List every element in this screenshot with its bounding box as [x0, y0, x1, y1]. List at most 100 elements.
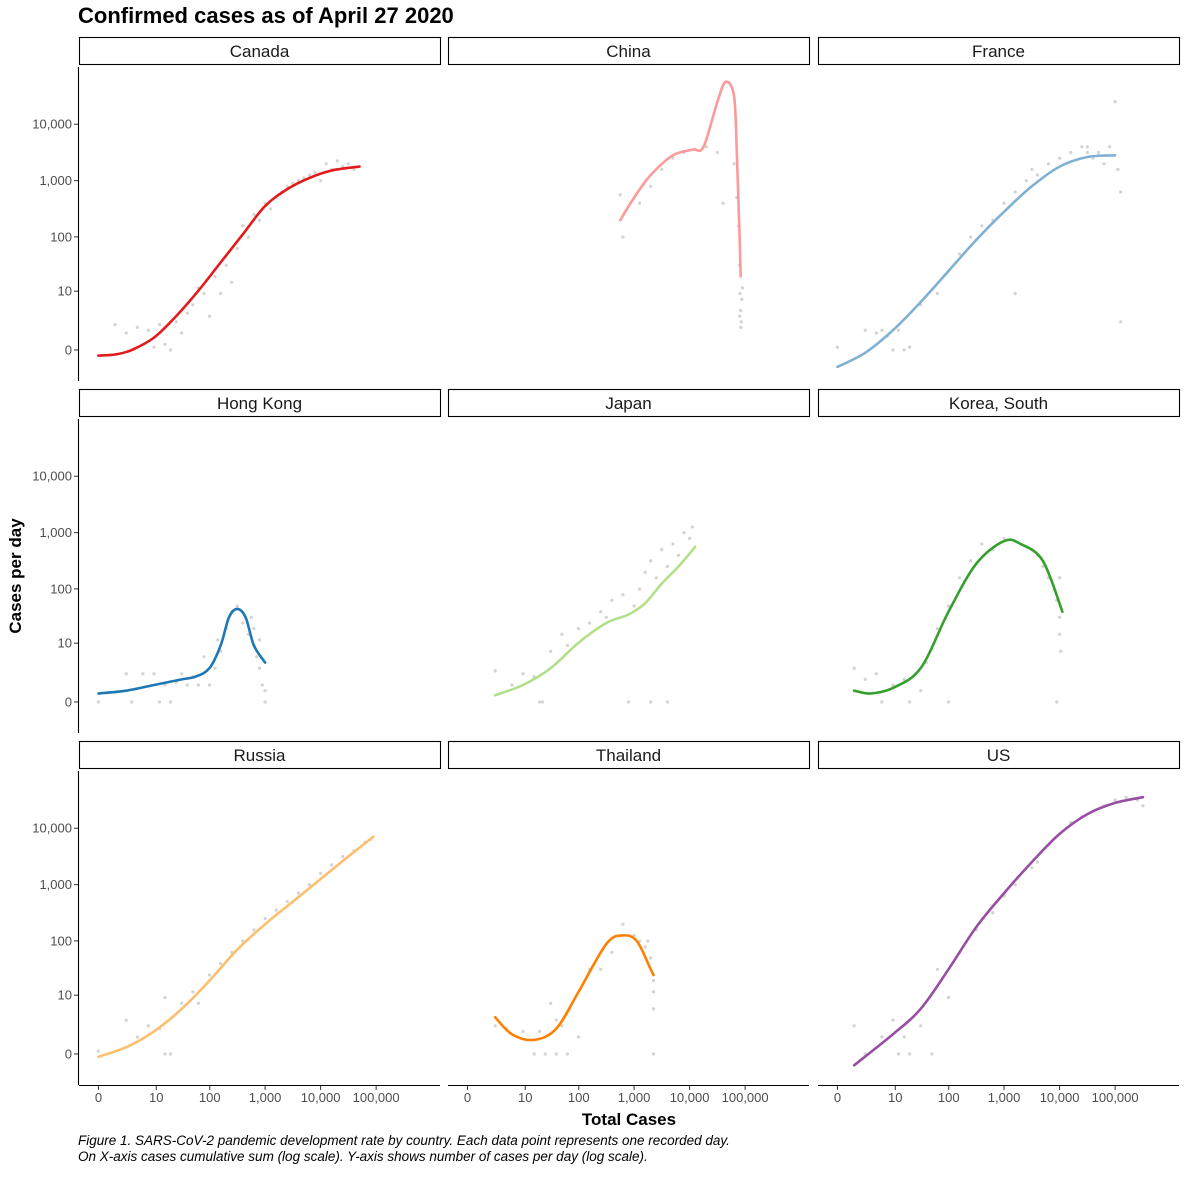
data-point-canada-17 [224, 263, 228, 267]
panel-us: US 0 10 100 1,000 10,000 100,000 [817, 740, 1181, 1105]
strip-label-japan: Japan [605, 394, 651, 413]
data-point-korea-south-1 [863, 677, 867, 682]
data-point-korea-south-10 [935, 627, 940, 631]
smooth-line-france [836, 154, 1117, 369]
data-point-us-15 [1030, 866, 1034, 870]
data-point-france-17 [1002, 201, 1006, 205]
data-point-hong-kong-3 [141, 672, 145, 676]
data-point-canada-6 [163, 342, 167, 346]
data-point-russia-17 [285, 900, 289, 904]
data-point-thailand-16 [643, 945, 647, 949]
data-point-thailand-11 [599, 967, 603, 971]
data-point-hong-kong-5 [157, 700, 162, 704]
data-point-china-19 [740, 286, 745, 290]
data-point-thailand-13 [621, 922, 625, 926]
data-point-hong-kong-9 [180, 672, 184, 676]
data-point-canada-16 [219, 291, 223, 296]
data-point-russia-20 [319, 871, 323, 876]
caption-line-2: On X-axis cases cumulative sum (log scal… [78, 1149, 648, 1164]
data-point-hong-kong-25 [255, 655, 259, 659]
y-axis-title: Cases per day [6, 518, 25, 634]
x-tick-label: 100 [199, 1090, 221, 1105]
data-point-canada-22 [252, 212, 256, 217]
data-point-france-34 [1119, 320, 1123, 324]
data-point-france-3 [880, 328, 884, 332]
data-point-china-18 [740, 297, 744, 301]
data-point-japan-1 [510, 683, 514, 687]
data-point-thailand-19 [651, 990, 656, 994]
x-tick-label: 100 [568, 1090, 590, 1105]
smooth-line-thailand [493, 934, 655, 1042]
strip-japan [447, 388, 811, 418]
data-point-china-16 [739, 308, 743, 313]
data-point-japan-20 [665, 564, 670, 569]
smooth-line-china [618, 80, 742, 278]
panel-russia: Russia 0 10 100 1,000 10,000 0 10 100 1,000 10,000… [32, 740, 442, 1105]
smooth-line-russia [97, 835, 375, 1059]
data-point-canada-18 [230, 280, 234, 284]
data-point-china-9 [715, 150, 720, 155]
data-point-hong-kong-7 [169, 700, 173, 704]
y-tick-label: 1,000 [39, 525, 72, 540]
data-point-japan-14 [632, 604, 636, 608]
data-point-japan-25 [690, 525, 695, 529]
strip-china [447, 36, 811, 66]
data-point-japan-10 [599, 610, 603, 614]
x-tick-label: 100,000 [1092, 1090, 1139, 1105]
data-point-canada-0 [113, 323, 117, 327]
data-point-us-22 [1113, 798, 1117, 802]
points-us [852, 795, 1145, 1056]
data-point-hong-kong-27 [260, 683, 264, 687]
data-point-canada-20 [241, 224, 245, 228]
strip-label-canada: Canada [230, 42, 290, 61]
panel-china: China [447, 36, 811, 329]
data-point-thailand-17 [649, 956, 653, 960]
points-france [835, 100, 1123, 352]
data-point-us-25 [1141, 804, 1145, 808]
y-tick-label: 10,000 [32, 821, 72, 836]
data-point-canada-13 [202, 291, 206, 296]
data-point-korea-south-30 [1058, 576, 1062, 580]
data-point-japan-26 [626, 700, 631, 704]
data-point-france-33 [1119, 190, 1123, 194]
data-point-france-20 [1030, 167, 1034, 171]
data-point-china-10 [721, 201, 725, 205]
data-point-thailand-8 [565, 1052, 570, 1056]
points-china [618, 145, 745, 329]
data-point-hong-kong-2 [130, 700, 134, 704]
data-point-korea-south-0 [852, 666, 856, 670]
data-point-korea-south-13 [969, 559, 973, 563]
data-point-japan-21 [671, 542, 675, 546]
panel-thailand: Thailand 0 10 100 1,000 10,000 100,000 [447, 740, 811, 1105]
data-point-hong-kong-16 [216, 638, 220, 642]
y-tick-label: 1,000 [39, 877, 72, 892]
data-point-us-9 [946, 995, 951, 1000]
data-point-france-36 [1085, 145, 1089, 149]
data-point-canada-35 [324, 162, 328, 166]
data-point-us-26 [930, 1052, 934, 1056]
y-tick-label: 0 [65, 694, 72, 709]
y-tick-label: 10,000 [32, 117, 72, 132]
data-point-russia-11 [219, 962, 223, 966]
data-point-japan-28 [665, 700, 670, 704]
x-tick-label: 10,000 [1040, 1090, 1080, 1105]
data-point-france-0 [835, 345, 840, 349]
x-tick-label: 100,000 [353, 1090, 400, 1105]
y-tick-label: 10,000 [32, 469, 72, 484]
data-point-thailand-2 [521, 1029, 525, 1033]
data-point-korea-south-16 [1002, 536, 1006, 540]
caption-line-1: Figure 1. SARS-CoV-2 pandemic developmen… [78, 1133, 730, 1148]
data-point-russia-21 [330, 863, 334, 867]
data-point-france-21 [1035, 173, 1039, 177]
x-tick-label: 10,000 [301, 1090, 341, 1105]
data-point-japan-8 [576, 627, 581, 631]
data-point-thailand-7 [560, 1024, 564, 1028]
data-point-canada-3 [146, 328, 150, 332]
data-point-hong-kong-21 [241, 621, 245, 625]
strip-korea-south [817, 388, 1181, 418]
data-point-canada-32 [307, 173, 312, 177]
data-point-japan-18 [654, 576, 658, 580]
points-thailand [493, 922, 656, 1056]
